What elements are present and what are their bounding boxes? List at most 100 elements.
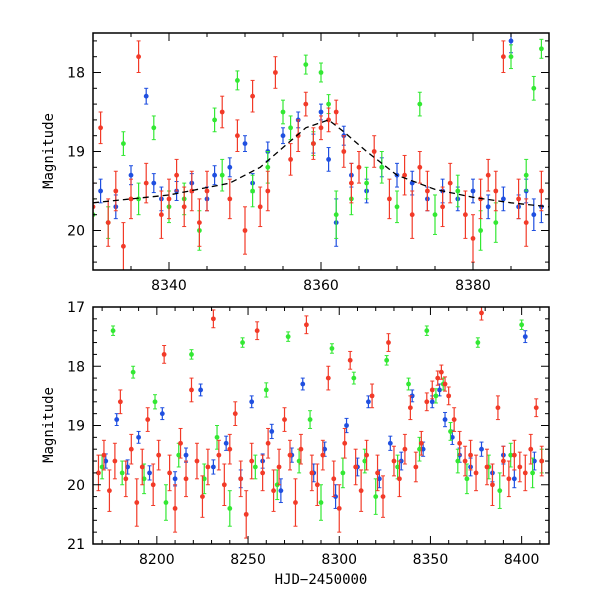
data-point <box>151 173 157 194</box>
data-point <box>189 170 195 212</box>
data-point <box>271 469 276 512</box>
data-point <box>288 115 293 141</box>
data-point <box>166 178 172 220</box>
data-point <box>347 350 353 370</box>
data-point <box>386 333 391 352</box>
data-point <box>98 178 103 204</box>
data-point <box>219 158 225 192</box>
data-point <box>128 433 134 465</box>
data-point <box>501 445 506 477</box>
data-point <box>531 75 537 101</box>
fit-layer <box>93 119 549 208</box>
data-point <box>163 484 169 521</box>
data-point <box>161 345 167 364</box>
data-point <box>201 463 207 495</box>
data-point <box>227 433 233 465</box>
data-point <box>240 337 245 348</box>
data-point <box>136 182 142 216</box>
data-point <box>432 194 438 235</box>
data-point <box>300 377 306 391</box>
data-point <box>205 448 211 486</box>
data-point <box>134 478 140 527</box>
data-point <box>303 91 309 117</box>
data-point <box>528 433 534 465</box>
data-point <box>227 157 233 178</box>
data-point <box>156 439 162 471</box>
data-point <box>143 87 149 105</box>
data-point <box>130 365 136 379</box>
data-point <box>183 460 189 498</box>
data-point <box>210 459 216 475</box>
data-point <box>457 430 463 456</box>
data-point <box>539 38 544 59</box>
data-point <box>440 186 445 228</box>
data-point <box>269 423 275 440</box>
x-tick-label: 8300 <box>321 552 357 568</box>
data-point <box>475 337 481 348</box>
x-tick-label: 8350 <box>413 552 449 568</box>
data-point <box>384 355 390 366</box>
data-point <box>366 395 371 409</box>
data-point <box>516 178 521 220</box>
data-point <box>221 463 227 506</box>
data-point <box>531 198 537 231</box>
data-point <box>402 154 407 196</box>
data-point <box>119 460 125 486</box>
data-point <box>232 401 238 426</box>
data-point <box>522 330 528 344</box>
data-point <box>159 407 165 421</box>
series-layer <box>93 33 544 270</box>
data-point <box>484 448 490 486</box>
data-point <box>311 127 316 160</box>
data-point <box>463 190 468 239</box>
data-point <box>394 190 400 224</box>
y-axis-label: Magnitude <box>41 387 57 463</box>
data-point <box>150 463 156 506</box>
data-point <box>435 370 441 386</box>
data-point <box>114 413 120 426</box>
data-point <box>424 392 430 412</box>
data-point <box>532 451 537 471</box>
data-point <box>159 190 164 239</box>
data-point <box>462 445 468 477</box>
data-point <box>523 198 529 247</box>
data-point <box>227 178 233 220</box>
data-point <box>98 111 103 145</box>
y-tick-label: 20 <box>67 224 85 240</box>
data-point <box>189 377 194 403</box>
data-point <box>147 465 152 481</box>
data-point <box>342 427 348 459</box>
data-point <box>181 186 187 228</box>
data-point <box>333 99 339 125</box>
data-point <box>417 91 423 117</box>
data-point <box>533 398 539 418</box>
data-point <box>112 442 118 480</box>
data-point <box>325 365 331 391</box>
data-point <box>501 40 506 73</box>
data-point <box>356 151 362 184</box>
x-tick-label: 8400 <box>504 552 540 568</box>
y-axis-label: Magnitude <box>41 113 57 189</box>
data-point <box>479 441 484 457</box>
data-point <box>362 448 368 474</box>
data-point <box>197 198 202 247</box>
y-tick-label: 18 <box>67 66 85 82</box>
data-point <box>136 40 142 73</box>
data-point <box>249 442 255 480</box>
data-point <box>341 135 347 168</box>
data-point <box>121 131 126 156</box>
data-point <box>250 174 256 208</box>
data-point <box>107 469 112 512</box>
data-point <box>212 107 218 133</box>
data-point <box>333 190 339 239</box>
y-tick-label: 19 <box>67 419 85 435</box>
data-point <box>429 380 435 400</box>
data-point <box>293 478 298 527</box>
data-point <box>511 469 517 489</box>
data-point <box>273 56 278 89</box>
data-point <box>204 170 210 212</box>
data-point <box>314 463 320 506</box>
data-point <box>249 395 255 409</box>
data-point <box>417 151 423 184</box>
data-point <box>113 170 119 212</box>
